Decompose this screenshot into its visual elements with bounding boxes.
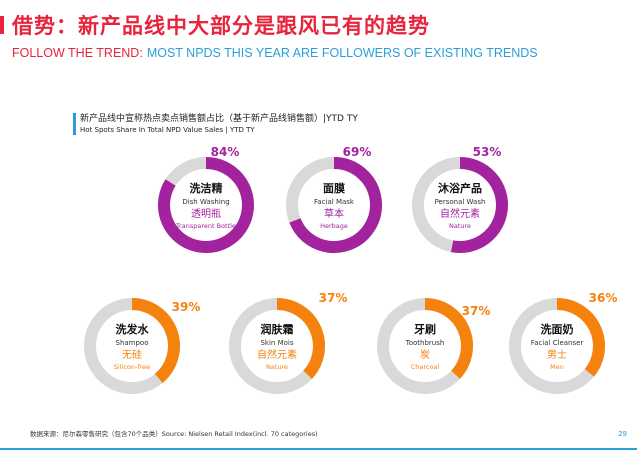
category-en-label: Facial Cleanser xyxy=(531,339,584,347)
subtitle-lead: FOLLOW THE TREND: xyxy=(12,46,143,60)
donut-arc xyxy=(556,298,605,377)
donut-arc xyxy=(424,298,473,379)
claim-cn-label: 自然元素 xyxy=(257,348,297,361)
category-cn-label: 沐浴产品 xyxy=(438,181,482,195)
category-en-label: Personal Wash xyxy=(435,198,486,206)
claim-en-label: Nature xyxy=(266,363,288,371)
value-label: 37% xyxy=(462,304,491,318)
claim-en-label: Charcoal xyxy=(411,363,440,371)
value-label: 84% xyxy=(211,145,240,159)
claim-en-label: Men xyxy=(550,363,564,371)
claim-en-label: Nature xyxy=(449,222,471,230)
page-subtitle: FOLLOW THE TREND: MOST NPDS THIS YEAR ARE… xyxy=(12,46,538,60)
page-title: 借势：新产品线中大部分是跟风已有的趋势 xyxy=(12,14,430,38)
chart-title: 新产品线中宣称热点卖点销售额占比（基于新产品线销售额）|YTD TY xyxy=(80,114,358,124)
value-label: 69% xyxy=(343,145,372,159)
brand-corner-mark xyxy=(0,16,4,34)
claim-en-label: Silicon-free xyxy=(114,363,150,371)
donut-arc xyxy=(131,298,180,383)
category-en-label: Dish Washing xyxy=(182,198,229,206)
category-en-label: Facial Mask xyxy=(314,198,355,206)
claim-cn-label: 草本 xyxy=(324,207,344,220)
value-label: 36% xyxy=(589,291,618,305)
category-cn-label: 润肤霜 xyxy=(261,322,294,336)
claim-cn-label: 自然元素 xyxy=(440,207,480,220)
category-en-label: Shampoo xyxy=(116,339,149,347)
category-cn-label: 洗洁精 xyxy=(190,181,223,195)
source-note: 数据来源：尼尔森零售研究（包含70个品类）Source: Nielsen Ret… xyxy=(30,430,318,438)
category-cn-label: 面膜 xyxy=(323,181,345,195)
category-cn-label: 牙刷 xyxy=(414,323,436,336)
subtitle-rest: MOST NPDS THIS YEAR ARE FOLLOWERS OF EXI… xyxy=(146,46,538,60)
claim-cn-label: 炭 xyxy=(420,349,430,361)
value-label: 39% xyxy=(172,300,201,314)
donut-arc xyxy=(289,157,382,253)
page-number: 29 xyxy=(618,430,627,438)
category-en-label: Skin Mois xyxy=(260,339,293,347)
claim-cn-label: 无硅 xyxy=(122,348,142,361)
claim-en-label: Herbage xyxy=(320,222,348,230)
donut-arc xyxy=(276,298,325,379)
value-label: 37% xyxy=(319,291,348,305)
chart-heading: 新产品线中宣称热点卖点销售额占比（基于新产品线销售额）|YTD TY Hot S… xyxy=(73,113,358,135)
claim-cn-label: 男士 xyxy=(547,348,567,361)
value-label: 53% xyxy=(473,145,502,159)
donut-arc xyxy=(158,157,254,253)
chart-subtitle: Hot Spots Share In Total NPD Value Sales… xyxy=(80,126,255,134)
donut-arc xyxy=(451,157,508,253)
bottom-rule xyxy=(0,448,637,450)
claim-en-label: Transparent Bottle xyxy=(175,222,236,230)
category-cn-label: 洗面奶 xyxy=(541,322,574,336)
claim-cn-label: 透明瓶 xyxy=(191,207,221,220)
category-cn-label: 洗发水 xyxy=(116,322,150,336)
category-en-label: Toothbrush xyxy=(405,339,445,347)
